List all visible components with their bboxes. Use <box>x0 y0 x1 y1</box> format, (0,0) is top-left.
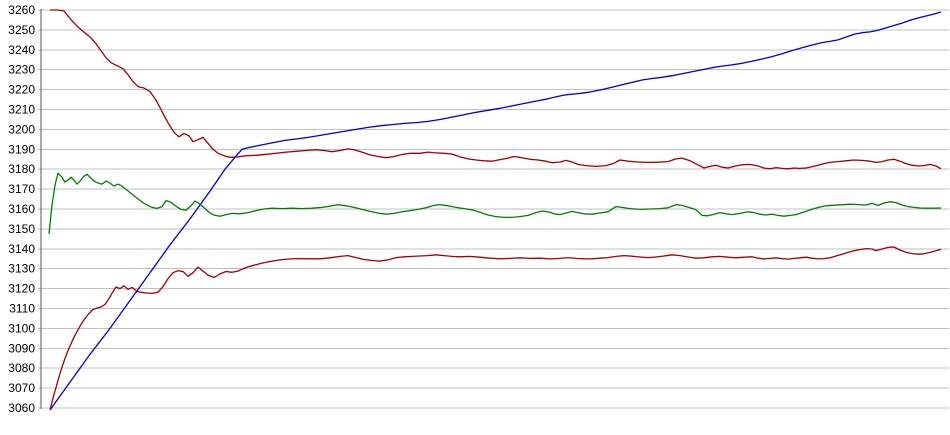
y-axis-tick-label: 3180 <box>8 162 35 176</box>
y-axis-tick-label: 3100 <box>8 321 35 335</box>
y-axis-tick-label: 3210 <box>8 103 35 117</box>
y-axis-tick-label: 3240 <box>8 43 35 57</box>
series-upper-red-descending <box>50 9 942 170</box>
y-axis-tick-label: 3080 <box>8 361 35 375</box>
y-axis-tick-label: 3120 <box>8 282 35 296</box>
y-axis-tick-label: 3190 <box>8 142 35 156</box>
series-lower-red-ascending <box>49 246 942 411</box>
y-axis-tick-label: 3110 <box>9 302 35 316</box>
y-axis-tick-label: 3170 <box>8 182 35 196</box>
series-blue-rising <box>49 11 942 411</box>
y-axis-tick-label: 3260 <box>8 3 35 17</box>
y-axis-tick-label: 3130 <box>8 262 35 276</box>
y-axis-tick-label: 3160 <box>8 202 35 216</box>
y-axis-tick-label: 3090 <box>8 341 35 355</box>
y-axis-tick-label: 3150 <box>8 222 35 236</box>
y-axis-tick-label: 3140 <box>8 242 35 256</box>
y-axis-tick-label: 3200 <box>8 122 35 136</box>
y-axis-tick-label: 3070 <box>8 381 35 395</box>
y-axis-tick-label: 3220 <box>8 83 35 97</box>
series-green-flat <box>48 172 942 234</box>
y-axis-tick-label: 3230 <box>8 63 35 77</box>
y-axis-tick-label: 3250 <box>8 23 35 37</box>
y-axis-tick-label: 3060 <box>8 401 35 415</box>
